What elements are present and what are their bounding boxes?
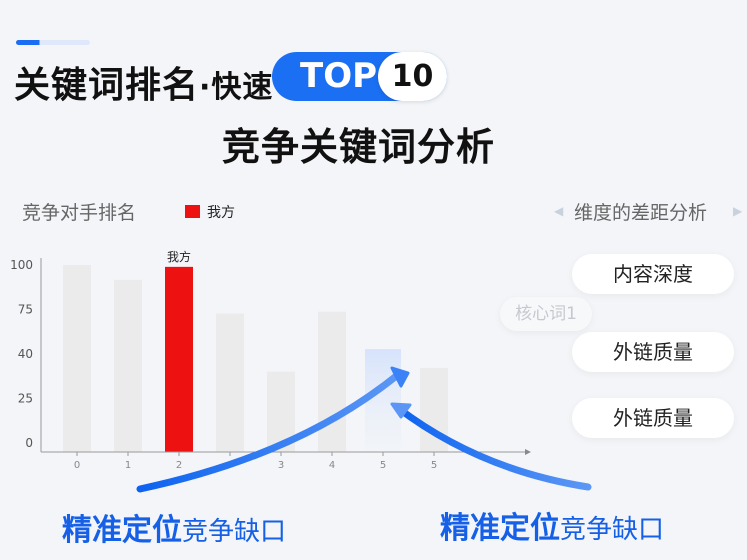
dimension-pill[interactable]: 外链质量 [572, 332, 734, 372]
accent-bar [16, 40, 90, 45]
callout-left: 精准定位竞争缺口 [62, 505, 286, 549]
x-tick-label: 3 [278, 460, 284, 471]
title-main: 关键词排名 [14, 65, 200, 106]
bar [365, 349, 401, 452]
bar [114, 279, 142, 452]
y-tick-label: 25 [18, 392, 33, 406]
bar-highlight [165, 266, 193, 452]
callout-rest: 竞争缺口 [182, 517, 287, 547]
x-tick-label: 4 [329, 460, 335, 471]
bar [216, 313, 244, 452]
callout-rest: 竞争缺口 [560, 515, 665, 545]
y-tick-label: 100 [10, 258, 33, 272]
panel-left-label: 竞争对手排名 [22, 202, 137, 224]
bar [63, 265, 91, 452]
x-tick-label: 5 [431, 460, 437, 471]
callout-strong: 精准定位 [440, 511, 560, 546]
x-axis-arrow-icon [525, 449, 531, 455]
title-suffix: ·快速 [199, 70, 274, 105]
bar [318, 311, 346, 452]
arrow-right-curve [394, 404, 592, 491]
y-tick-label: 75 [18, 303, 33, 317]
dimension-label: 内容深度 [613, 262, 693, 286]
x-tick-label: 0 [74, 460, 80, 471]
page-title: 关键词排名·快速 [14, 56, 273, 108]
callout-strong: 精准定位 [62, 513, 182, 548]
y-tick-label: 40 [18, 347, 33, 361]
legend-swatch [185, 205, 200, 218]
dimension-label: 外链质量 [613, 406, 693, 430]
chevron-right-icon: ▶ [733, 204, 743, 218]
top-badge-number: 10 [378, 52, 447, 101]
x-tick-label: 5 [380, 460, 386, 471]
legend-label: 我方 [207, 205, 235, 221]
y-tick-label: 0 [25, 436, 33, 450]
arrow-right-head-icon [390, 402, 412, 419]
top-badge-label: TOP [300, 56, 378, 96]
page-subtitle: 竞争关键词分析 [222, 125, 496, 169]
panel-right-label: 维度的差距分析 [574, 202, 708, 224]
bar-data-label: 我方 [167, 249, 191, 264]
dimension-label: 核心词1 [515, 304, 577, 324]
arrow-left-curve [136, 369, 404, 493]
callout-right: 精准定位竞争缺口 [440, 503, 664, 547]
dimension-pill-keyword[interactable]: 核心词1 [500, 297, 592, 331]
x-tick-label: 1 [125, 460, 131, 471]
arrow-left-head-icon [390, 366, 410, 388]
dimension-label: 外链质量 [613, 340, 693, 364]
dimension-pill[interactable]: 外链质量 [572, 398, 734, 438]
x-tick-label: 2 [176, 460, 182, 471]
chevron-left-icon: ◀ [554, 204, 564, 218]
dimension-pill[interactable]: 内容深度 [572, 254, 734, 294]
